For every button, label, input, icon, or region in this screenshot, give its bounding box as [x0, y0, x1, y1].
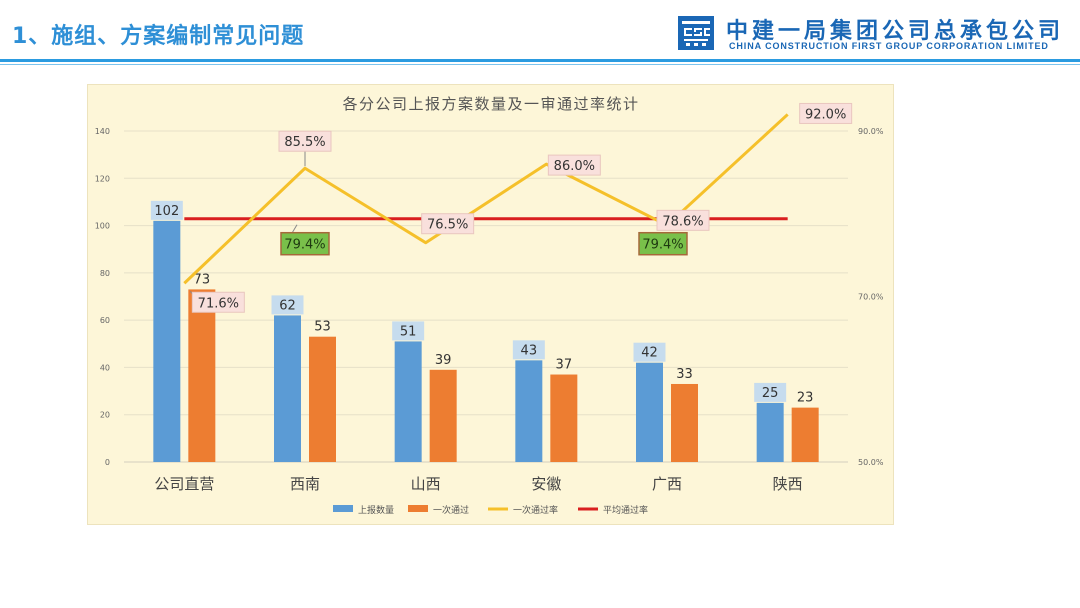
legend-label: 平均通过率 — [603, 504, 648, 516]
rate-label: 71.6% — [198, 296, 239, 311]
y-left-tick-label: 40 — [100, 363, 110, 372]
x-tick-label: 广西 — [652, 475, 682, 493]
avg-callout-label: 79.4% — [284, 238, 325, 253]
bar-reported — [636, 362, 663, 462]
combo-chart: 各分公司上报方案数量及一审通过率统计 0 20 40 60 80 100 120 140 50.0… — [95, 95, 884, 516]
avg-callout-label: 79.4% — [642, 238, 683, 253]
bar-passed-label: 33 — [676, 367, 693, 382]
avg-callout-bg — [280, 231, 330, 256]
bar-passed — [671, 383, 698, 462]
bar-passed — [188, 289, 216, 462]
slide-title: 1、施组、方案编制常见问题 — [12, 24, 305, 49]
y-right-tick-label: 90.0% — [858, 127, 884, 136]
y-right-tick-label: 70.0% — [858, 293, 884, 302]
rate-label-bg — [191, 291, 245, 313]
bar-passed-label: 73 — [194, 272, 211, 287]
legend-label: 一次通过 — [433, 504, 469, 516]
bar-label-bg — [392, 321, 425, 341]
bar-reported-label: 25 — [762, 386, 779, 401]
avg-callout-bg — [638, 231, 688, 256]
legend-label: 上报数量 — [358, 504, 394, 516]
rate-label-bg — [799, 102, 853, 124]
bar-reported-label: 51 — [400, 324, 417, 339]
x-tick-label: 陕西 — [773, 475, 803, 493]
pass-rate-line — [183, 113, 789, 285]
rate-label: 78.6% — [662, 214, 703, 229]
bar-passed — [429, 369, 457, 462]
bar-reported — [756, 402, 784, 462]
bar-reported-label: 102 — [154, 204, 179, 219]
bar-reported-label: 62 — [279, 298, 296, 313]
chart-title: 各分公司上报方案数量及一审通过率统计 — [342, 95, 639, 113]
header-divider-thin — [0, 64, 1080, 65]
legend-swatch — [408, 505, 428, 512]
x-tick-label: 公司直营 — [154, 475, 214, 493]
cscec-logo-icon — [678, 16, 714, 50]
bar-passed — [550, 374, 578, 462]
bar-passed-label: 53 — [314, 320, 331, 335]
x-tick-label: 山西 — [411, 475, 441, 493]
bar-passed — [791, 407, 819, 462]
brand-name-en: CHINA CONSTRUCTION FIRST GROUP CORPORATI… — [729, 41, 1049, 51]
bar-reported-label: 42 — [641, 346, 658, 361]
y-right-tick-label: 50.0% — [858, 458, 884, 467]
bar-label-bg — [512, 340, 545, 360]
x-tick-label: 西南 — [290, 475, 320, 493]
chart-panel: 各分公司上报方案数量及一审通过率统计 0 20 40 60 80 100 120 140 50.0… — [87, 84, 894, 525]
legend-swatch — [333, 505, 353, 512]
rate-label: 85.5% — [284, 135, 325, 150]
bar-reported — [274, 315, 301, 462]
bar-label-bg — [150, 200, 183, 220]
y-left-tick-label: 0 — [105, 458, 110, 467]
bar-passed — [309, 336, 336, 462]
bar-passed-label: 39 — [435, 353, 452, 368]
bar-passed-label: 37 — [556, 358, 573, 373]
rate-label-bg — [547, 154, 601, 176]
y-left-tick-label: 120 — [95, 174, 110, 183]
y-left-tick-label: 60 — [100, 316, 110, 325]
rate-label-bg — [278, 130, 332, 152]
rate-label: 92.0% — [805, 107, 846, 122]
x-tick-label: 安徽 — [531, 475, 561, 493]
legend-label: 一次通过率 — [513, 504, 558, 516]
bar-passed-label: 23 — [797, 391, 814, 406]
brand-name-cn: 中建一局集团公司总承包公司 — [726, 19, 1065, 44]
header-divider — [0, 59, 1080, 62]
rate-label-bg — [421, 213, 475, 235]
y-left-tick-label: 20 — [100, 411, 110, 420]
bar-reported — [394, 341, 422, 462]
rate-label: 76.5% — [427, 218, 468, 233]
bar-reported-label: 43 — [521, 343, 538, 358]
y-left-tick-label: 80 — [100, 269, 110, 278]
bar-label-bg — [754, 382, 787, 402]
y-left-tick-label: 100 — [95, 222, 110, 231]
rate-label-bg — [656, 209, 710, 231]
bar-reported — [515, 360, 543, 462]
bar-label-bg — [271, 295, 304, 315]
y-left-tick-label: 140 — [95, 127, 110, 136]
bar-reported — [153, 220, 181, 462]
bar-label-bg — [633, 342, 666, 362]
rate-label: 86.0% — [554, 159, 595, 174]
